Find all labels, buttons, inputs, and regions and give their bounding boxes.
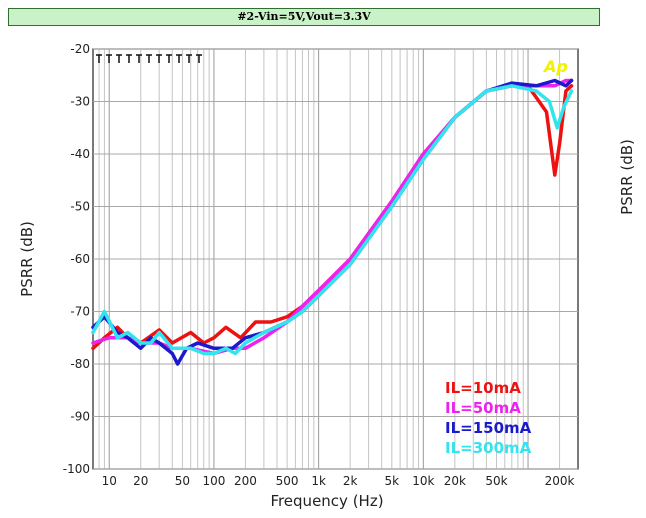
y-tick-label: -30: [70, 95, 90, 109]
grid: [93, 48, 578, 470]
y-tick-label: -90: [70, 410, 90, 424]
chart-title: #2-Vin=5V,Vout=3.3V: [8, 8, 600, 26]
x-tick-label: 5k: [385, 474, 400, 488]
series-line: [91, 84, 574, 356]
x-tick-label: 20: [133, 474, 148, 488]
y-tick-label: -50: [70, 200, 90, 214]
x-tick-label: 200k: [545, 474, 575, 488]
x-tick-label: 10: [102, 474, 117, 488]
x-axis-title: Frequency (Hz): [270, 492, 383, 510]
legend: IL=10mA IL=50mA IL=150mA IL=300mA: [445, 379, 532, 457]
y-tick-label: -40: [70, 147, 90, 161]
y-tick-label: -100: [63, 462, 90, 476]
legend-item: IL=50mA: [445, 399, 521, 417]
x-tick-label: 200: [234, 474, 257, 488]
series-lines: [91, 78, 574, 366]
y-tick-label: -80: [70, 357, 90, 371]
x-tick-label: 500: [276, 474, 299, 488]
x-tick-label: 100: [202, 474, 225, 488]
y-axis-title-right: PSRR (dB): [618, 139, 636, 215]
x-tick-label: 2k: [343, 474, 358, 488]
x-tick-label: 20k: [444, 474, 466, 488]
x-tick-label: 50k: [485, 474, 507, 488]
y-tick-label: -20: [70, 42, 90, 56]
x-tick-label: 50: [175, 474, 190, 488]
x-tick-label: 1k: [311, 474, 326, 488]
legend-item: IL=10mA: [445, 379, 521, 397]
y-axis-title: PSRR (dB): [18, 221, 36, 297]
y-tick-labels: -20 -30 -40 -50 -60 -70 -80 -90 -100: [63, 42, 90, 476]
legend-item: IL=150mA: [445, 419, 532, 437]
y-tick-label: -70: [70, 305, 90, 319]
series-line: [91, 84, 574, 351]
x-tick-labels: 10 20 50 100 200 500 1k 2k 5k 10k 20k 50k 200k: [102, 474, 575, 488]
ap-badge: Ap: [542, 57, 568, 76]
legend-item: IL=300mA: [445, 439, 532, 457]
y-tick-label: -60: [70, 252, 90, 266]
x-tick-label: 10k: [412, 474, 434, 488]
top-axis-marks: [96, 54, 202, 63]
